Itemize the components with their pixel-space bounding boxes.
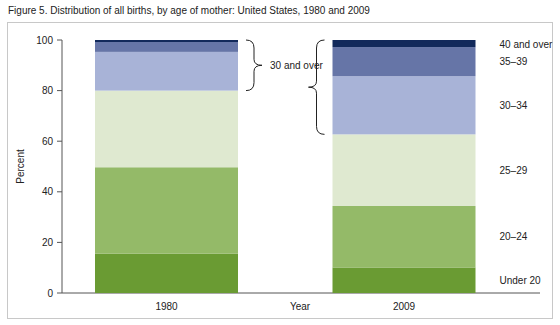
- y-tick-label: 40: [42, 186, 54, 197]
- y-axis-label: Percent: [15, 149, 26, 184]
- y-tick-label: 0: [47, 288, 53, 299]
- y-tick: [57, 191, 62, 192]
- bar-segment: [333, 76, 476, 134]
- bar-segment: [333, 134, 476, 206]
- y-tick: [57, 242, 62, 243]
- bar-segment: [333, 47, 476, 76]
- series-label: 30–34: [500, 100, 528, 111]
- chart: Figure 5. Distribution of all births, by…: [0, 0, 560, 325]
- series-label: 35–39: [500, 56, 528, 67]
- brace: [246, 40, 262, 91]
- bar-segment: [95, 52, 238, 91]
- x-tick-label: 2009: [393, 301, 416, 312]
- series-label: 25–29: [500, 165, 528, 176]
- y-tick: [57, 40, 62, 41]
- bar-segment: [95, 91, 238, 168]
- annotation: 30 and over: [270, 60, 323, 71]
- series-label: 40 and over: [500, 39, 553, 50]
- y-tick-label: 20: [42, 237, 54, 248]
- frame: [8, 23, 553, 319]
- title: Figure 5. Distribution of all births, by…: [8, 5, 370, 16]
- y-tick: [57, 293, 62, 294]
- series-label: Under 20: [500, 275, 542, 286]
- bars: [95, 40, 476, 293]
- y-tick: [57, 141, 62, 142]
- bar-segment: [95, 42, 238, 52]
- y-tick-label: 60: [42, 136, 54, 147]
- x-axis-label: Year: [290, 301, 311, 312]
- y-axis: [62, 40, 63, 293]
- y-tick-label: 100: [36, 35, 53, 46]
- y-tick-label: 80: [42, 85, 54, 96]
- bar-segment: [95, 167, 238, 253]
- y-tick: [57, 90, 62, 91]
- bar-segment: [333, 267, 476, 293]
- bar-segment: [333, 40, 476, 47]
- series-label: 20–24: [500, 231, 528, 242]
- bar-segment: [95, 40, 238, 42]
- x-tick-label: 1980: [155, 301, 178, 312]
- bar-segment: [333, 206, 476, 267]
- brace: [309, 40, 325, 134]
- bar-segment: [95, 254, 238, 293]
